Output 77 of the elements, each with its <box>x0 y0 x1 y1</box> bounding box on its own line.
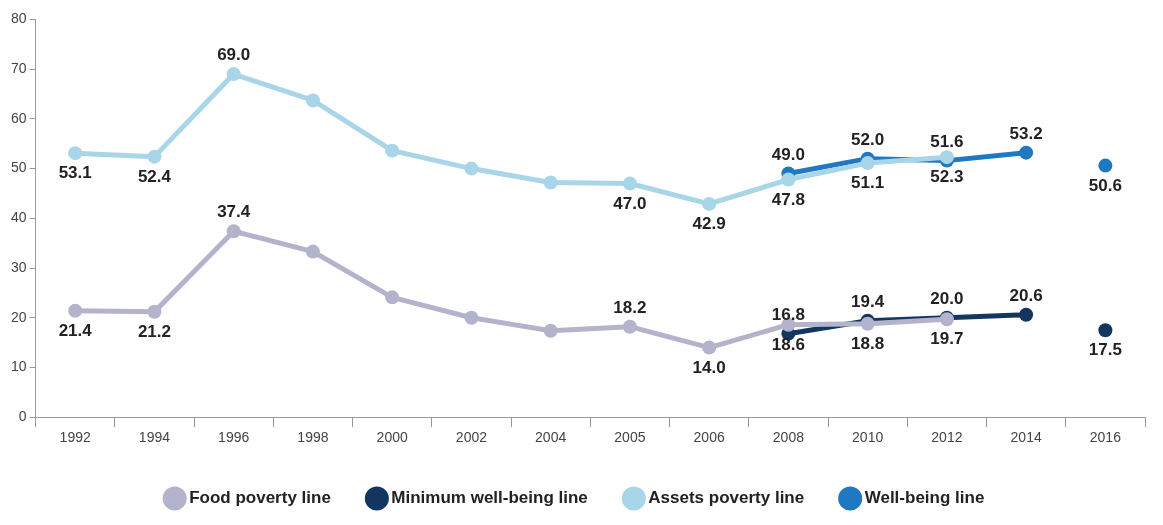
point <box>1019 307 1034 322</box>
y-tick-label: 10 <box>10 358 27 375</box>
data-label: 18.2 <box>613 297 647 317</box>
data-label: 52.3 <box>930 167 964 187</box>
x-tick-label: 2004 <box>535 429 567 446</box>
data-label: 52.0 <box>851 129 885 149</box>
data-label: 53.1 <box>58 163 92 183</box>
x-tick-label: 2000 <box>376 429 408 446</box>
y-tick-label: 30 <box>10 258 27 275</box>
point <box>622 176 637 191</box>
data-label: 20.0 <box>930 288 964 308</box>
data-label: 19.7 <box>930 329 964 349</box>
point <box>543 323 558 338</box>
x-tick-label: 2008 <box>772 429 805 446</box>
y-tick-label: 70 <box>10 59 27 76</box>
data-label: 47.0 <box>613 193 647 213</box>
x-tick-label: 2010 <box>852 429 884 446</box>
point <box>1098 323 1113 338</box>
point <box>226 67 241 82</box>
point <box>702 196 717 211</box>
data-label: 20.6 <box>1009 285 1043 305</box>
point <box>1098 158 1113 173</box>
x-tick-label: 1994 <box>138 429 171 446</box>
x-tick-label: 2006 <box>693 429 725 446</box>
point <box>1019 145 1034 160</box>
point <box>464 161 479 176</box>
point <box>860 156 875 171</box>
data-label: 47.8 <box>771 189 805 209</box>
point <box>385 290 400 305</box>
x-tick-label: 2012 <box>931 429 963 446</box>
data-label: 50.6 <box>1088 175 1122 195</box>
y-tick-label: 50 <box>10 159 27 176</box>
data-label: 51.1 <box>851 173 885 193</box>
x-tick-label: 2016 <box>1089 429 1122 446</box>
data-label: 53.2 <box>1009 123 1043 143</box>
x-tick-label: 2005 <box>614 429 646 446</box>
x-tick-label: 2002 <box>455 429 488 446</box>
data-label: 16.8 <box>771 304 805 324</box>
y-tick-label: 0 <box>18 408 27 425</box>
point <box>702 340 717 355</box>
y-tick-label: 80 <box>10 10 27 27</box>
x-tick-label: 1996 <box>218 429 250 446</box>
point <box>385 143 400 158</box>
data-label: 21.4 <box>58 320 93 340</box>
point <box>464 310 479 325</box>
point <box>147 304 162 319</box>
point <box>226 224 241 239</box>
data-label: 69.0 <box>217 45 251 65</box>
x-tick-label: 1992 <box>59 429 91 446</box>
data-label: 42.9 <box>692 214 726 234</box>
x-tick-label: 1998 <box>297 429 329 446</box>
data-label: 37.4 <box>217 202 251 222</box>
data-label: 17.5 <box>1088 340 1122 360</box>
legend-label: Well-being line <box>864 488 985 508</box>
legend-label: Minimum well-being line <box>391 488 588 508</box>
y-tick-label: 20 <box>10 308 27 325</box>
point <box>68 303 83 318</box>
point <box>305 244 320 259</box>
point <box>147 149 162 164</box>
data-label: 19.4 <box>851 291 885 311</box>
x-tick-label: 2014 <box>1010 429 1042 446</box>
point <box>305 93 320 108</box>
point <box>543 175 558 190</box>
legend-label: Assets poverty line <box>648 488 805 508</box>
point <box>68 146 83 161</box>
data-label: 52.4 <box>137 166 172 186</box>
data-label: 18.8 <box>851 333 885 353</box>
data-label: 51.6 <box>930 131 964 151</box>
data-label: 21.2 <box>137 321 171 341</box>
legend-label: Food poverty line <box>189 488 331 508</box>
y-tick-label: 40 <box>10 209 27 226</box>
data-label: 18.6 <box>771 334 805 354</box>
point <box>781 172 796 187</box>
point <box>622 319 637 334</box>
data-label: 14.0 <box>692 357 726 377</box>
y-tick-label: 60 <box>10 109 27 126</box>
data-label: 49.0 <box>771 144 805 164</box>
